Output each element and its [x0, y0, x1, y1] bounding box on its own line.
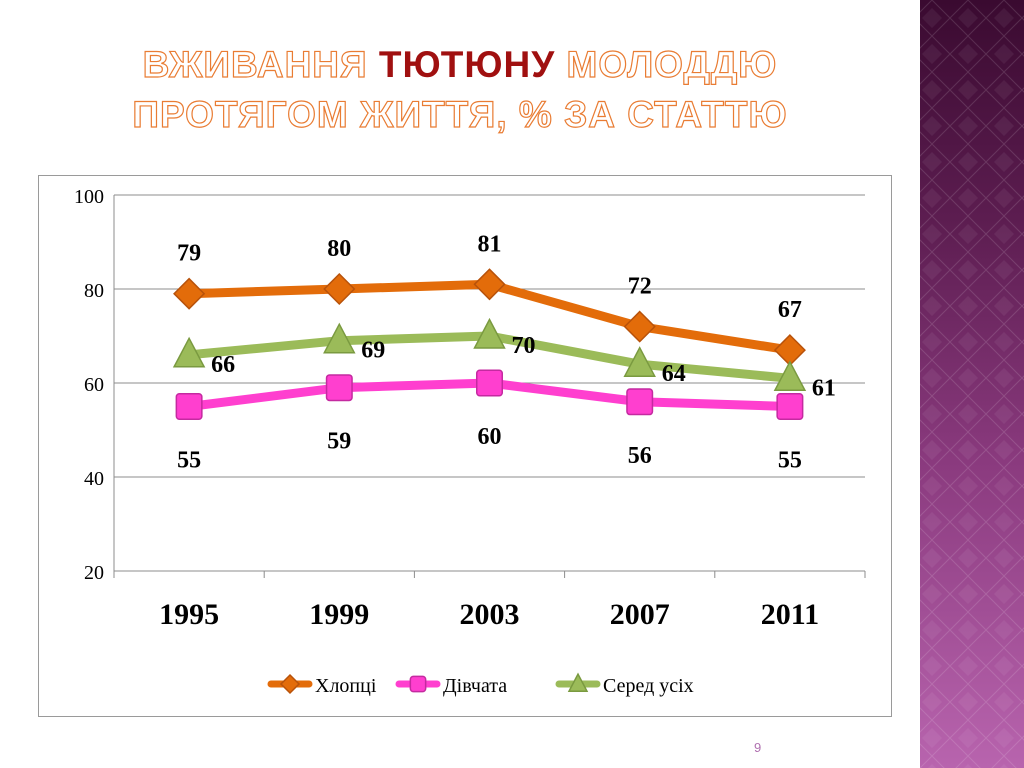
x-tick-label: 2003 [460, 598, 520, 631]
data-label: 60 [478, 424, 502, 450]
data-label: 80 [327, 236, 351, 262]
legend-label: Хлопці [315, 675, 377, 697]
y-tick-label: 80 [84, 280, 104, 302]
x-tick-label: 1999 [309, 598, 369, 631]
legend-marker [409, 675, 427, 693]
data-point [173, 277, 206, 310]
page-number: 9 [754, 740, 762, 755]
y-tick-label: 100 [74, 186, 104, 208]
data-point [323, 272, 356, 306]
data-label: 55 [778, 448, 802, 474]
legend-label: Дівчата [443, 675, 507, 697]
data-label: 56 [628, 443, 652, 469]
diamond-pattern [920, 0, 1024, 768]
chart-frame: 20 40 60 80 100 1995 1999 2003 2007 2011 79 80 81 72 6… [38, 175, 892, 717]
legend-marker [567, 672, 589, 692]
slide-title: ВЖИВАННЯ ТЮТЮНУ МОЛОДДЮ ПРОТЯГОМ ЖИТТЯ, … [60, 40, 860, 140]
data-point [323, 322, 356, 354]
title-line-1: ВЖИВАННЯ ТЮТЮНУ МОЛОДДЮ [60, 40, 860, 90]
data-point [623, 310, 656, 343]
title-word-3: МОЛОДДЮ [566, 43, 778, 85]
data-label: 69 [361, 338, 385, 364]
data-point [172, 336, 206, 368]
title-line-2: ПРОТЯГОМ ЖИТТЯ, % ЗА СТАТТЮ [132, 93, 788, 135]
y-tick-label: 60 [84, 374, 104, 396]
side-panel-border [914, 0, 920, 768]
data-label: 70 [512, 333, 536, 359]
data-label: 72 [628, 274, 652, 300]
data-point [776, 393, 804, 420]
data-point [175, 393, 203, 420]
x-tick-label: 2007 [610, 598, 670, 631]
legend-marker [279, 673, 301, 695]
title-word-1: ВЖИВАННЯ [142, 43, 368, 85]
data-point [325, 374, 353, 402]
y-tick-label: 40 [84, 468, 104, 490]
data-label: 67 [778, 297, 802, 323]
data-label: 66 [211, 352, 235, 378]
x-tick-label: 1995 [159, 598, 219, 631]
x-tick-label: 2011 [761, 598, 819, 631]
data-point [626, 388, 654, 416]
data-label: 64 [662, 361, 686, 387]
data-label: 61 [812, 375, 836, 401]
data-label: 59 [327, 429, 351, 455]
data-point [473, 268, 506, 301]
data-point [773, 360, 807, 392]
title-accent-word: ТЮТЮНУ [378, 44, 556, 85]
data-label: 79 [177, 241, 201, 267]
y-tick-label: 20 [84, 562, 104, 584]
decorative-side-panel [914, 0, 1024, 768]
line-chart: 20 40 60 80 100 1995 1999 2003 2007 2011 79 80 81 72 6… [74, 186, 866, 697]
legend-label: Серед усіх [603, 675, 694, 697]
data-label: 55 [177, 448, 201, 474]
data-point [623, 346, 656, 377]
data-point [476, 369, 503, 397]
data-point [473, 317, 506, 349]
data-label: 81 [478, 231, 502, 257]
